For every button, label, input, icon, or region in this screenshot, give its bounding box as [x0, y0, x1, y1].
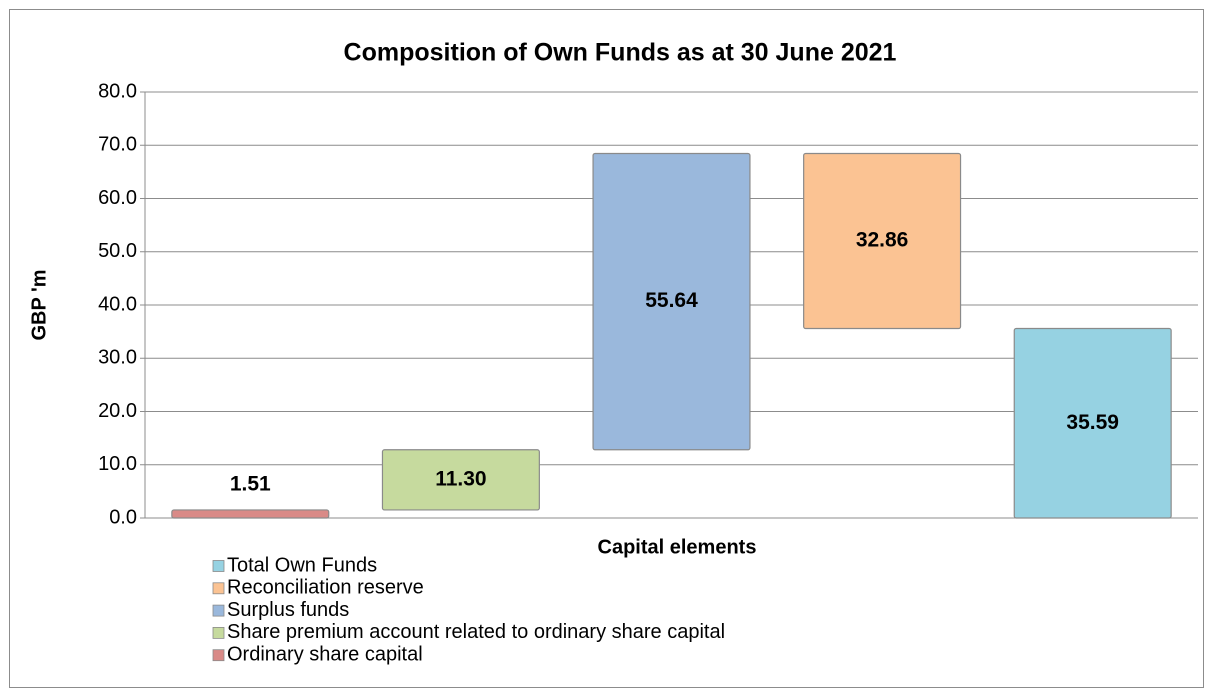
- bar: [592, 152, 751, 451]
- y-tick-label: 10.0: [98, 453, 137, 475]
- data-label: 32.86: [856, 229, 909, 252]
- data-label: 1.51: [230, 473, 271, 496]
- y-tick-label: 30.0: [98, 347, 137, 369]
- chart-title: Composition of Own Funds as at 30 June 2…: [344, 39, 897, 67]
- y-axis-label: GBP 'm: [28, 269, 50, 340]
- legend-label: Surplus funds: [227, 599, 349, 621]
- y-tick-label: 60.0: [98, 187, 137, 209]
- y-tick-label: 20.0: [98, 400, 137, 422]
- data-label: 55.64: [645, 289, 698, 312]
- y-tick-label: 40.0: [98, 293, 137, 315]
- legend-swatch: [212, 582, 225, 595]
- legend-swatch: [212, 649, 225, 662]
- y-tick-label: 70.0: [98, 134, 137, 156]
- legend-label: Ordinary share capital: [227, 643, 423, 665]
- legend-swatch: [212, 627, 225, 639]
- legend-swatch: [212, 604, 225, 617]
- data-label: 35.59: [1066, 411, 1119, 434]
- y-tick-label: 80.0: [98, 80, 137, 102]
- legend-label: Total Own Funds: [227, 554, 377, 576]
- bar: [381, 449, 540, 511]
- y-tick-label: 0.0: [109, 506, 137, 528]
- x-axis-label: Capital elements: [598, 536, 757, 558]
- legend-swatch: [212, 560, 225, 572]
- bar: [803, 152, 962, 330]
- legend-label: Share premium account related to ordinar…: [227, 621, 725, 643]
- legend-label: Reconciliation reserve: [227, 577, 424, 599]
- data-label: 11.30: [435, 467, 486, 490]
- y-tick-label: 50.0: [98, 240, 137, 262]
- bar: [171, 509, 330, 519]
